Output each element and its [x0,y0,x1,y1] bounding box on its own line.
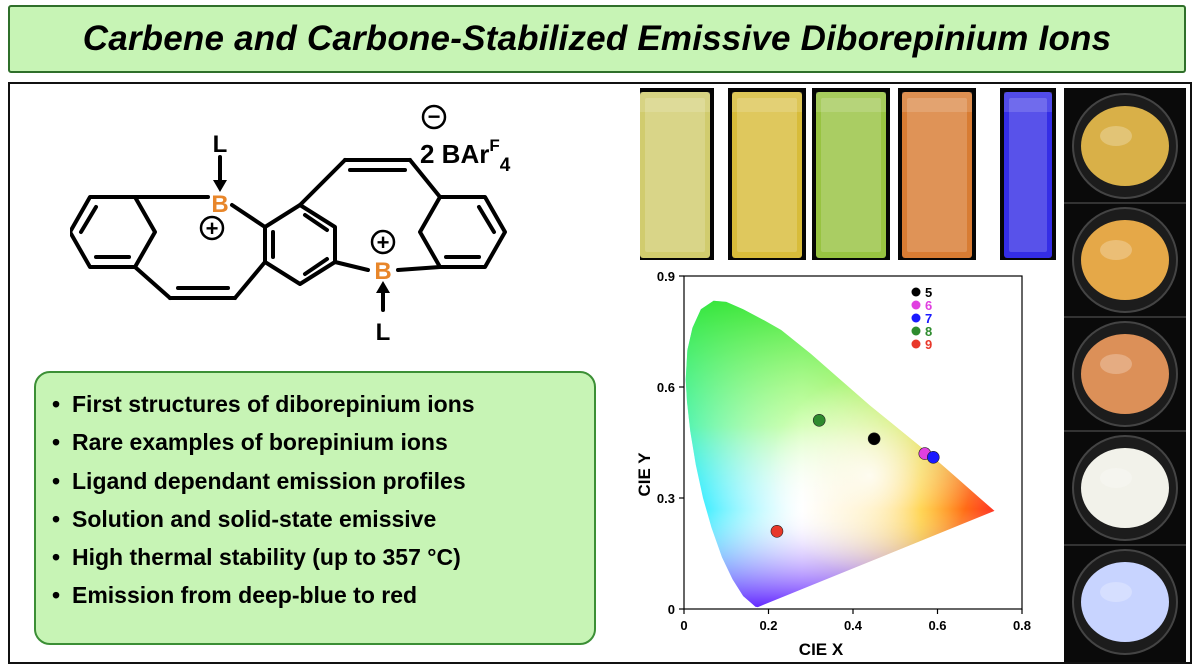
bullet-item: • First structures of diborepinium ions [52,391,475,417]
solid-sample [1072,93,1178,199]
plus-sign-right: + [377,230,390,255]
x-tick-label: 0.8 [1013,618,1031,633]
bullet-item: • Emission from deep-blue to red [52,582,418,609]
data-point-5 [867,432,881,446]
left-benzene-ring [70,195,157,269]
cuvette [1000,88,1056,260]
counterion-label: 2 BArF4 [420,136,511,176]
boron-atom-right: B [374,258,391,285]
legend-marker [911,287,921,297]
page-title: Carbene and Carbone-Stabilized Emissive … [82,19,1112,58]
plus-charge-right [370,229,396,255]
legend-label: 6 [925,298,932,313]
y-tick-label: 0.6 [657,380,675,395]
legend-marker [911,326,921,336]
x-axis-label: CIE X [799,640,844,659]
cuvette [898,88,976,260]
solid-sample [1072,321,1178,427]
cuvette-photos [640,88,1056,260]
diborepinium-structure: B B + + L L − 2 BArF4 [70,104,511,346]
y-tick-label: 0.3 [657,491,675,506]
data-point-8 [812,414,826,427]
highlights-box: • First structures of diborepinium ions •… [34,371,596,645]
plus-sign-left: + [206,216,219,241]
minus-charge [421,104,447,130]
bullet-item: • Ligand dependant emission profiles [52,467,466,494]
cuvette [640,88,714,260]
legend-label: 5 [925,285,932,300]
x-tick-label: 0 [680,618,687,633]
boron-atom-left: B [211,191,228,218]
cuvette [728,88,806,260]
solid-sample-photos [1064,88,1186,662]
solid-sample [1072,207,1178,313]
legend-marker [911,300,921,310]
bullet-item: • High thermal stability (up to 357 °C) [52,544,461,571]
x-tick-label: 0.6 [928,618,946,633]
y-tick-label: 0 [668,602,675,617]
cuvette [812,88,890,260]
bullet-item: • Solution and solid-state emissive [52,505,437,532]
content-frame [8,82,1192,664]
data-point-7 [926,451,940,464]
x-tick-label: 0.2 [759,618,777,633]
ligand-bottom: L [376,319,391,346]
data-point-9 [770,524,784,538]
y-axis-label: CIE Y [635,452,654,497]
title-banner: Carbene and Carbone-Stabilized Emissive … [8,5,1186,73]
ligand-top: L [213,131,228,158]
bullet-item: • Rare examples of borepinium ions [52,429,448,456]
minus-sign: − [428,104,441,129]
plus-charge-left [199,215,225,241]
chromaticity-gamut [685,300,995,608]
legend-label: 8 [925,324,932,339]
legend-marker [911,339,921,349]
legend-label: 9 [925,337,932,352]
central-benzene-ring [263,203,337,286]
x-tick-label: 0.4 [844,618,863,633]
solid-sample [1072,435,1178,541]
legend-marker [911,313,921,323]
solid-sample [1072,549,1178,655]
right-benzene-ring [418,195,507,269]
y-tick-label: 0.9 [657,269,675,284]
legend-label: 7 [925,311,932,326]
